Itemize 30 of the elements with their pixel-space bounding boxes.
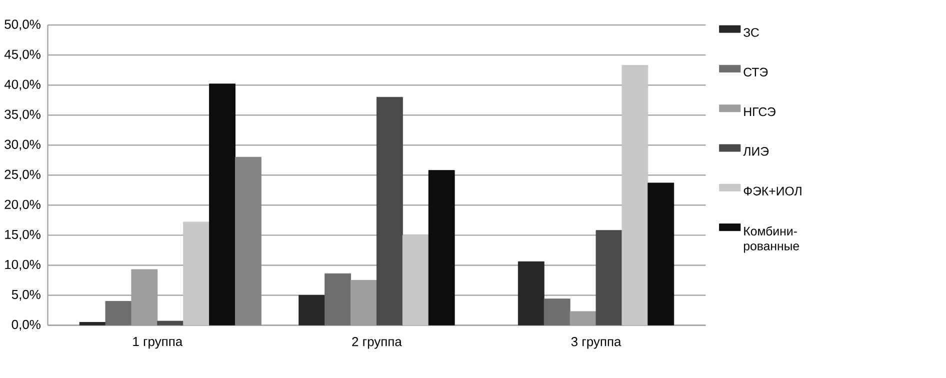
bar (596, 230, 622, 326)
y-tick-label: 30,0% (4, 140, 40, 150)
bar (428, 170, 455, 326)
y-tick-label: 35,0% (4, 110, 40, 120)
y-tick-label: 5,0% (12, 290, 40, 301)
bar (234, 156, 262, 326)
legend-label: Комбини-рованные (744, 226, 800, 253)
y-tick-label: 0,0% (12, 320, 40, 331)
bar (402, 234, 429, 326)
y-tick-label: 25,0% (4, 170, 40, 180)
y-tick-label: 20,0% (4, 200, 40, 210)
y-tick-label: 10,0% (5, 260, 40, 271)
x-tick-label: 2 группа (352, 337, 402, 349)
y-tick-label: 15,0% (5, 230, 40, 241)
y-tick-label: 40,0% (4, 80, 40, 90)
x-tick-label: 1 группа (133, 337, 183, 349)
legend-label: НГСЭ (744, 107, 776, 116)
bar (648, 182, 674, 326)
legend-label: СТЭ (744, 68, 768, 76)
y-tick-label: 50,0% (4, 20, 40, 30)
bar (209, 84, 236, 326)
bar (157, 320, 184, 326)
bar (376, 96, 403, 326)
bar (622, 64, 648, 326)
y-tick-label: 45,0% (4, 50, 40, 60)
x-tick-label: 3 группа (571, 337, 622, 349)
legend-label: ЗС (744, 28, 759, 37)
bar (183, 222, 210, 326)
legend-label: ЛИЭ (743, 147, 769, 156)
legend-label: ФЭК+ИОЛ (744, 186, 802, 196)
